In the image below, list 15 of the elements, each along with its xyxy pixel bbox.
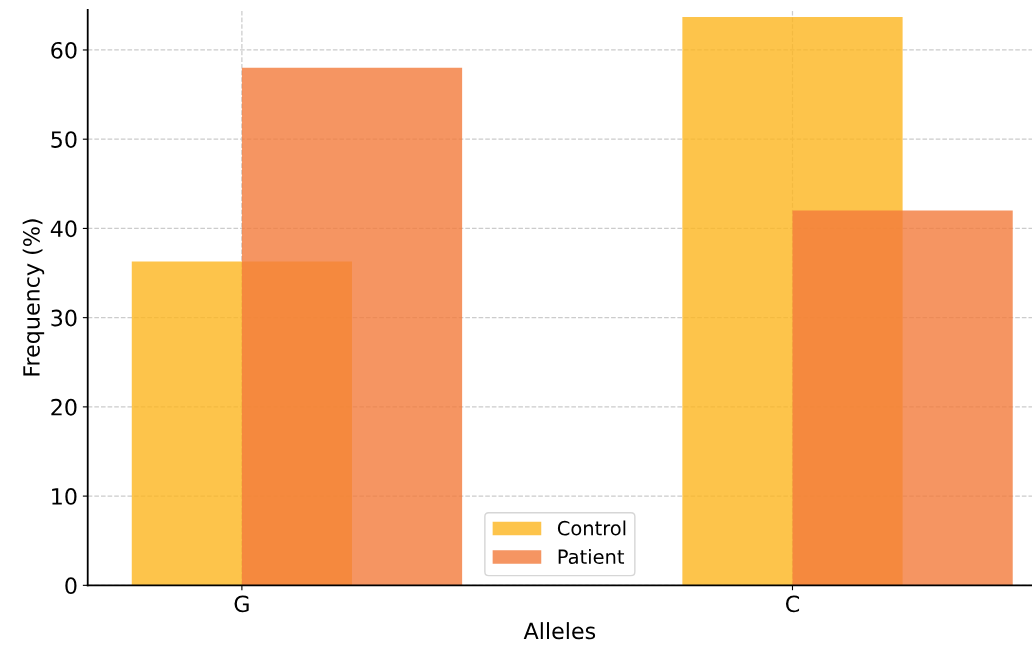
y-tick-label: 30 [51,309,77,327]
y-tick-label: 0 [65,577,77,595]
x-tick-label: G [234,595,249,613]
legend-label: Patient [558,549,625,565]
y-tick-label: 20 [51,398,77,416]
bar [241,67,463,586]
x-axis-title: Alleles [523,622,596,640]
y-axis-title: Frequency (%) [22,219,45,376]
legend-label: Control [557,520,626,536]
bar [792,210,1013,586]
y-tick-label: 50 [51,131,77,148]
y-tick-label: 10 [52,488,77,505]
y-tick-label: 40 [50,220,77,238]
y-tick-label: 60 [51,41,77,59]
x-tick-label: C [785,595,800,613]
